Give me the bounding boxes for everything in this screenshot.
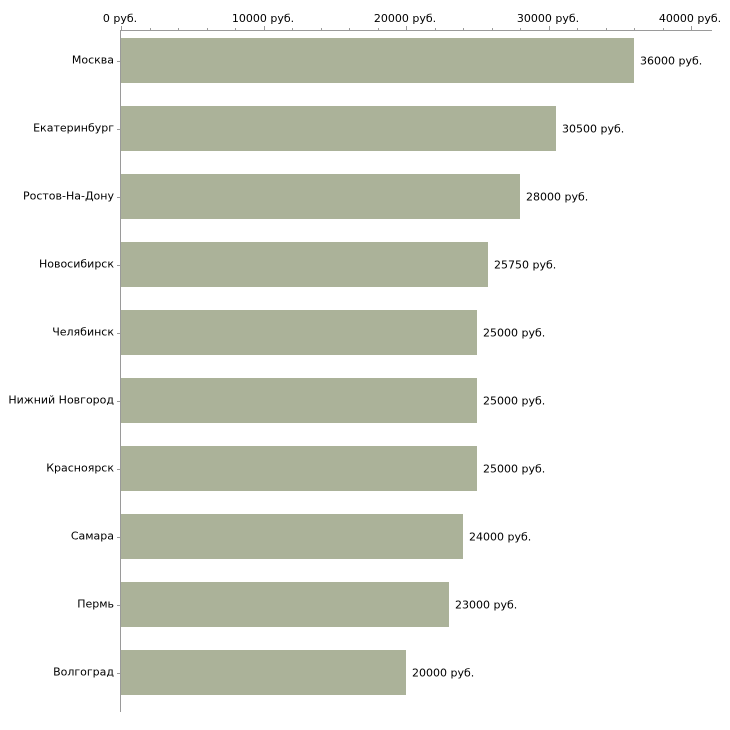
y-axis-tick [117,333,121,334]
value-label: 28000 руб. [526,190,589,203]
value-label: 25000 руб. [483,394,546,407]
value-label: 25750 руб. [494,258,557,271]
category-label: Пермь [77,597,114,610]
category-label: Самара [70,529,114,542]
y-axis-tick [117,469,121,470]
bar-8 [121,582,449,627]
bar-7 [121,514,463,559]
x-axis-minor-tick [349,28,350,31]
y-axis-tick [117,537,121,538]
plot-area: 36000 руб. 30500 руб. 28000 руб. 25750 руб.… [117,26,712,712]
value-label: 20000 руб. [412,666,475,679]
y-axis-tick [117,129,121,130]
bar-6 [121,446,477,491]
x-axis-minor-tick [235,28,236,31]
x-axis-tick-label: 40000 руб. [658,12,722,25]
y-axis-tick [117,197,121,198]
x-axis-tick-label: 10000 руб. [231,12,295,25]
x-axis-major-tick [264,26,265,31]
value-label: 24000 руб. [469,530,532,543]
x-axis-minor-tick [520,28,521,31]
bar-2 [121,174,520,219]
x-axis-minor-tick [577,28,578,31]
y-axis-tick [117,265,121,266]
x-axis-minor-tick [663,28,664,31]
x-axis-minor-tick [178,28,179,31]
category-label: Екатеринбург [33,121,114,134]
y-axis-tick [117,673,121,674]
x-axis-minor-tick [292,28,293,31]
x-axis-major-tick [121,26,122,31]
value-label: 36000 руб. [640,54,703,67]
x-axis-major-tick [406,26,407,31]
value-label: 25000 руб. [483,462,546,475]
x-axis-major-tick [549,26,550,31]
x-axis-tick-label: 20000 руб. [373,12,437,25]
bar-9 [121,650,406,695]
bar-4 [121,310,477,355]
value-label: 30500 руб. [562,122,625,135]
y-axis-tick [117,401,121,402]
x-axis-minor-tick [378,28,379,31]
x-axis-minor-tick [435,28,436,31]
category-label: Ростов-На-Дону [22,189,114,202]
x-axis-major-tick [691,26,692,31]
category-label: Волгоград [53,665,114,678]
y-axis-tick [117,605,121,606]
x-axis-minor-tick [606,28,607,31]
x-axis-minor-tick [150,28,151,31]
x-axis-minor-tick [634,28,635,31]
x-axis-minor-tick [207,28,208,31]
x-axis-minor-tick [492,28,493,31]
bar-5 [121,378,477,423]
value-label: 25000 руб. [483,326,546,339]
category-label: Москва [71,53,114,66]
x-axis-minor-tick [463,28,464,31]
value-label: 23000 руб. [455,598,518,611]
bar-0 [121,38,634,83]
category-label: Новосибирск [38,257,114,270]
bar-3 [121,242,488,287]
x-axis-minor-tick [321,28,322,31]
bar-1 [121,106,556,151]
x-axis-tick-label: 0 руб. [102,12,138,25]
category-label: Красноярск [46,461,114,474]
category-label: Челябинск [52,325,114,338]
y-axis-tick [117,61,121,62]
category-label: Нижний Новгород [8,393,114,406]
x-axis-tick-label: 30000 руб. [516,12,580,25]
